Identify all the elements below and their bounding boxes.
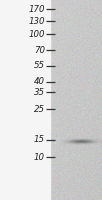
Text: 40: 40 bbox=[34, 77, 45, 86]
Bar bbox=[0, 0, 50, 200]
Text: 170: 170 bbox=[28, 4, 45, 14]
Text: 100: 100 bbox=[28, 30, 45, 39]
Text: 130: 130 bbox=[28, 17, 45, 25]
Text: 70: 70 bbox=[34, 46, 45, 55]
Text: 35: 35 bbox=[34, 88, 45, 97]
Text: 55: 55 bbox=[34, 61, 45, 70]
Text: 10: 10 bbox=[34, 152, 45, 162]
Text: 15: 15 bbox=[34, 136, 45, 144]
Text: 25: 25 bbox=[34, 104, 45, 114]
